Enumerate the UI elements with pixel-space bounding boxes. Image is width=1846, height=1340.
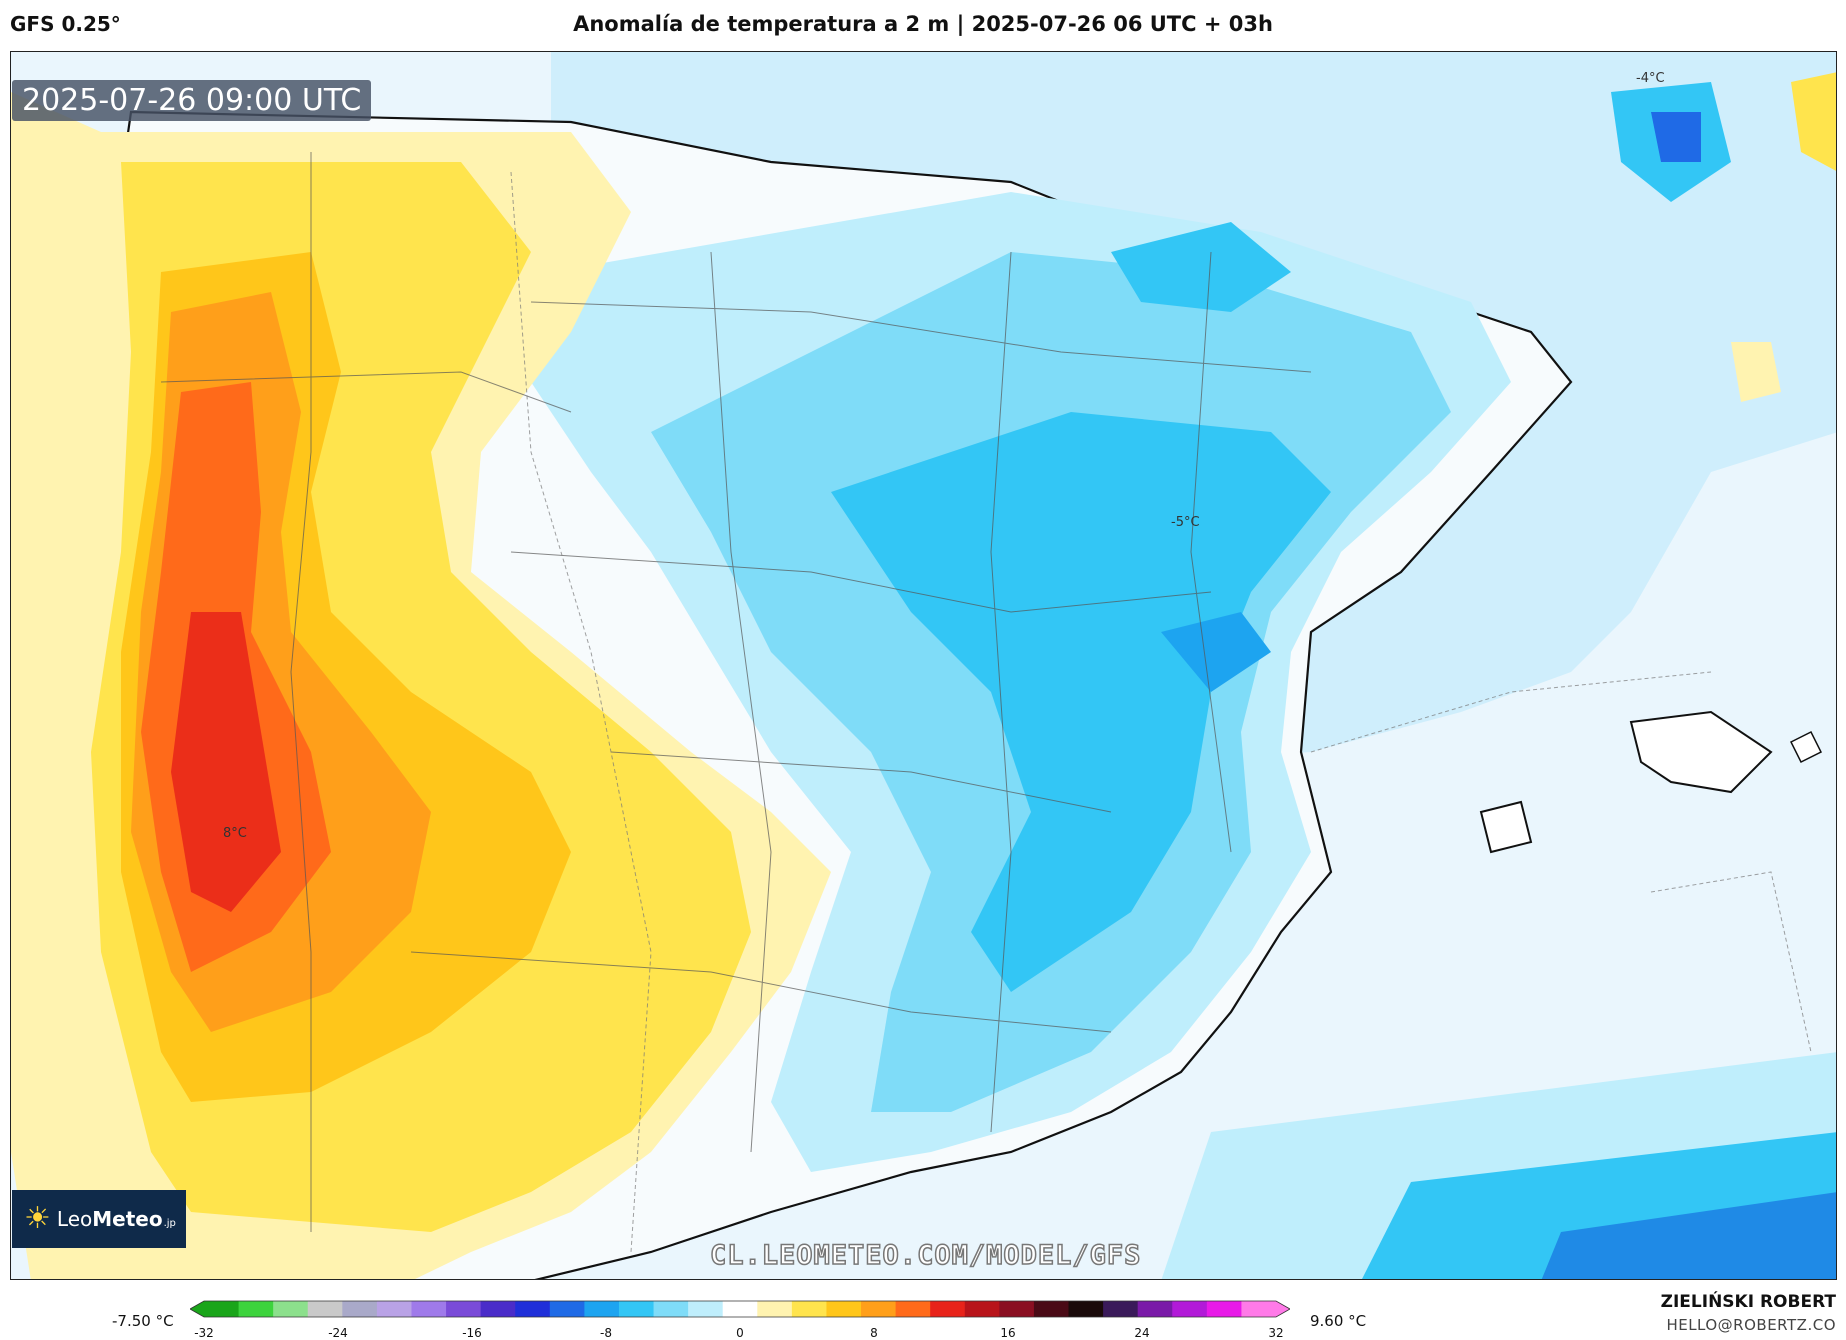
model-label: GFS 0.25° (10, 12, 121, 36)
colorbar-swatch (1137, 1301, 1173, 1317)
valid-time-badge: 2025-07-26 09:00 UTC (12, 80, 372, 121)
colorbar-min-label: -7.50 °C (112, 1312, 174, 1330)
colorbar-swatch (549, 1301, 585, 1317)
colorbar-swatch (515, 1301, 551, 1317)
map-title: Anomalía de temperatura a 2 m | 2025-07-… (573, 12, 1273, 36)
colorbar-swatch (238, 1301, 274, 1317)
colorbar-max-label: 9.60 °C (1310, 1312, 1367, 1330)
colorbar-tick-label: 24 (1134, 1326, 1150, 1340)
leometeo-logo[interactable]: ☀ LeoMeteo.jp (12, 1190, 186, 1248)
author-email[interactable]: HELLO@ROBERTZ.CO (1666, 1316, 1836, 1334)
colorbar-swatch (480, 1301, 516, 1317)
colorbar-swatch (1068, 1301, 1104, 1317)
label-portugal: 8°C (223, 826, 247, 841)
colorbar-swatch (307, 1301, 343, 1317)
map-canvas: -4°C -5°C 8°C (11, 52, 1836, 1279)
colorbar-tick-label: 8 (870, 1326, 878, 1340)
colorbar-swatch (826, 1301, 862, 1317)
watermark-url: CL.LEOMETEO.COM/MODEL/GFS (709, 1239, 1142, 1272)
colorbar-swatch (999, 1301, 1035, 1317)
anomaly-map[interactable]: -4°C -5°C 8°C (10, 51, 1837, 1280)
colorbar-max-arrow (1276, 1301, 1290, 1317)
colorbar-swatch (861, 1301, 897, 1317)
colorbar-swatch (273, 1301, 309, 1317)
colorbar-swatch (1103, 1301, 1139, 1317)
colorbar (190, 1300, 1290, 1318)
label-north-east: -4°C (1636, 71, 1665, 86)
colorbar-swatch (446, 1301, 482, 1317)
sun-icon: ☀ (24, 1201, 51, 1236)
colorbar-tick-label: -32 (194, 1326, 214, 1340)
colorbar-swatch (584, 1301, 620, 1317)
colorbar-swatch (757, 1301, 793, 1317)
colorbar-swatch (1206, 1301, 1242, 1317)
colorbar-swatch (204, 1301, 240, 1317)
colorbar-swatch (791, 1301, 827, 1317)
colorbar-tick-label: -24 (328, 1326, 348, 1340)
colorbar-swatch (930, 1301, 966, 1317)
colorbar-outline (190, 1300, 1290, 1318)
colorbar-swatch (342, 1301, 378, 1317)
label-east-center: -5°C (1171, 515, 1200, 530)
colorbar-swatch (653, 1301, 689, 1317)
colorbar-tick-label: -16 (462, 1326, 482, 1340)
author-name: ZIELIŃSKI ROBERT (1660, 1292, 1836, 1312)
colorbar-swatch (618, 1301, 655, 1317)
colorbar-swatch (1172, 1301, 1208, 1317)
logo-text: LeoMeteo.jp (56, 1207, 176, 1231)
colorbar-swatch (1033, 1301, 1070, 1317)
colorbar-tick-label: 0 (736, 1326, 744, 1340)
colorbar-swatch (895, 1301, 931, 1317)
colorbar-min-arrow (190, 1301, 204, 1317)
colorbar-swatch (722, 1301, 758, 1317)
colorbar-swatch (688, 1301, 724, 1317)
colorbar-tick-label: 32 (1268, 1326, 1284, 1340)
colorbar-swatch (964, 1301, 1000, 1317)
colorbar-tick-label: 16 (1000, 1326, 1016, 1340)
colorbar-tick-label: -8 (600, 1326, 612, 1340)
colorbar-swatch (376, 1301, 412, 1317)
colorbar-swatch (411, 1301, 447, 1317)
colorbar-swatch (1241, 1301, 1277, 1317)
